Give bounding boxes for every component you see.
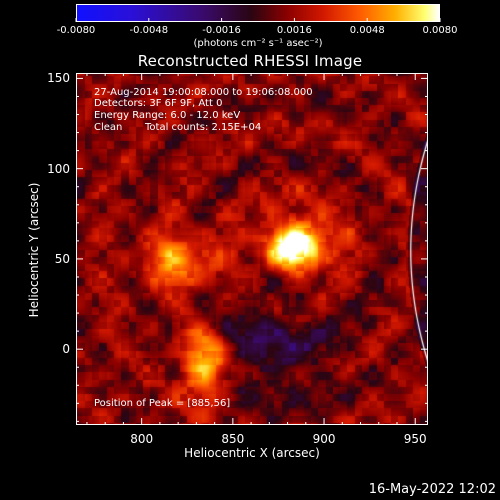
colorbar-tick-label: 0.0016 [276, 25, 312, 36]
annotation-detectors: Detectors: 3F 6F 9F, Att 0 [94, 98, 223, 109]
colorbar-units: (photons cm⁻² s⁻¹ asec⁻²) [193, 38, 323, 49]
x-axis-label: Heliocentric X (arcsec) [184, 446, 320, 460]
x-tick-label: 900 [312, 432, 336, 446]
y-tick-label: 100 [47, 161, 70, 176]
colorbar-tick-label: 0.0080 [422, 25, 458, 36]
y-axis-label: Heliocentric Y (arcsec) [27, 182, 41, 318]
plot-area [76, 73, 428, 425]
annotation-time-range: 27-Aug-2014 19:00:08.000 to 19:06:08.000 [94, 87, 313, 98]
colorbar [76, 4, 440, 22]
y-tick-label: 50 [54, 251, 70, 266]
date-stamp: 16-May-2022 12:02 [368, 482, 496, 497]
chart-title: Reconstructed RHESSI Image [137, 52, 363, 70]
heatmap-image [77, 74, 427, 424]
x-tick-label: 850 [221, 432, 245, 446]
y-tick-label: 150 [47, 71, 70, 86]
annotation-energy: Energy Range: 6.0 - 12.0 keV [94, 110, 241, 121]
colorbar-tick-label: -0.0016 [202, 25, 241, 36]
colorbar-tick-label: -0.0048 [129, 25, 169, 36]
x-tick-label: 950 [403, 432, 427, 446]
annotation-total-counts: Total counts: 2.15E+04 [145, 122, 262, 133]
y-tick-label: 0 [62, 342, 70, 357]
annotation-peak-position: Position of Peak = [885,56] [94, 398, 231, 409]
colorbar-tick-label: 0.0048 [349, 25, 385, 36]
annotation-clean: Clean [94, 122, 123, 133]
x-tick-label: 800 [130, 432, 154, 446]
colorbar-tick-label: -0.0080 [56, 25, 96, 36]
